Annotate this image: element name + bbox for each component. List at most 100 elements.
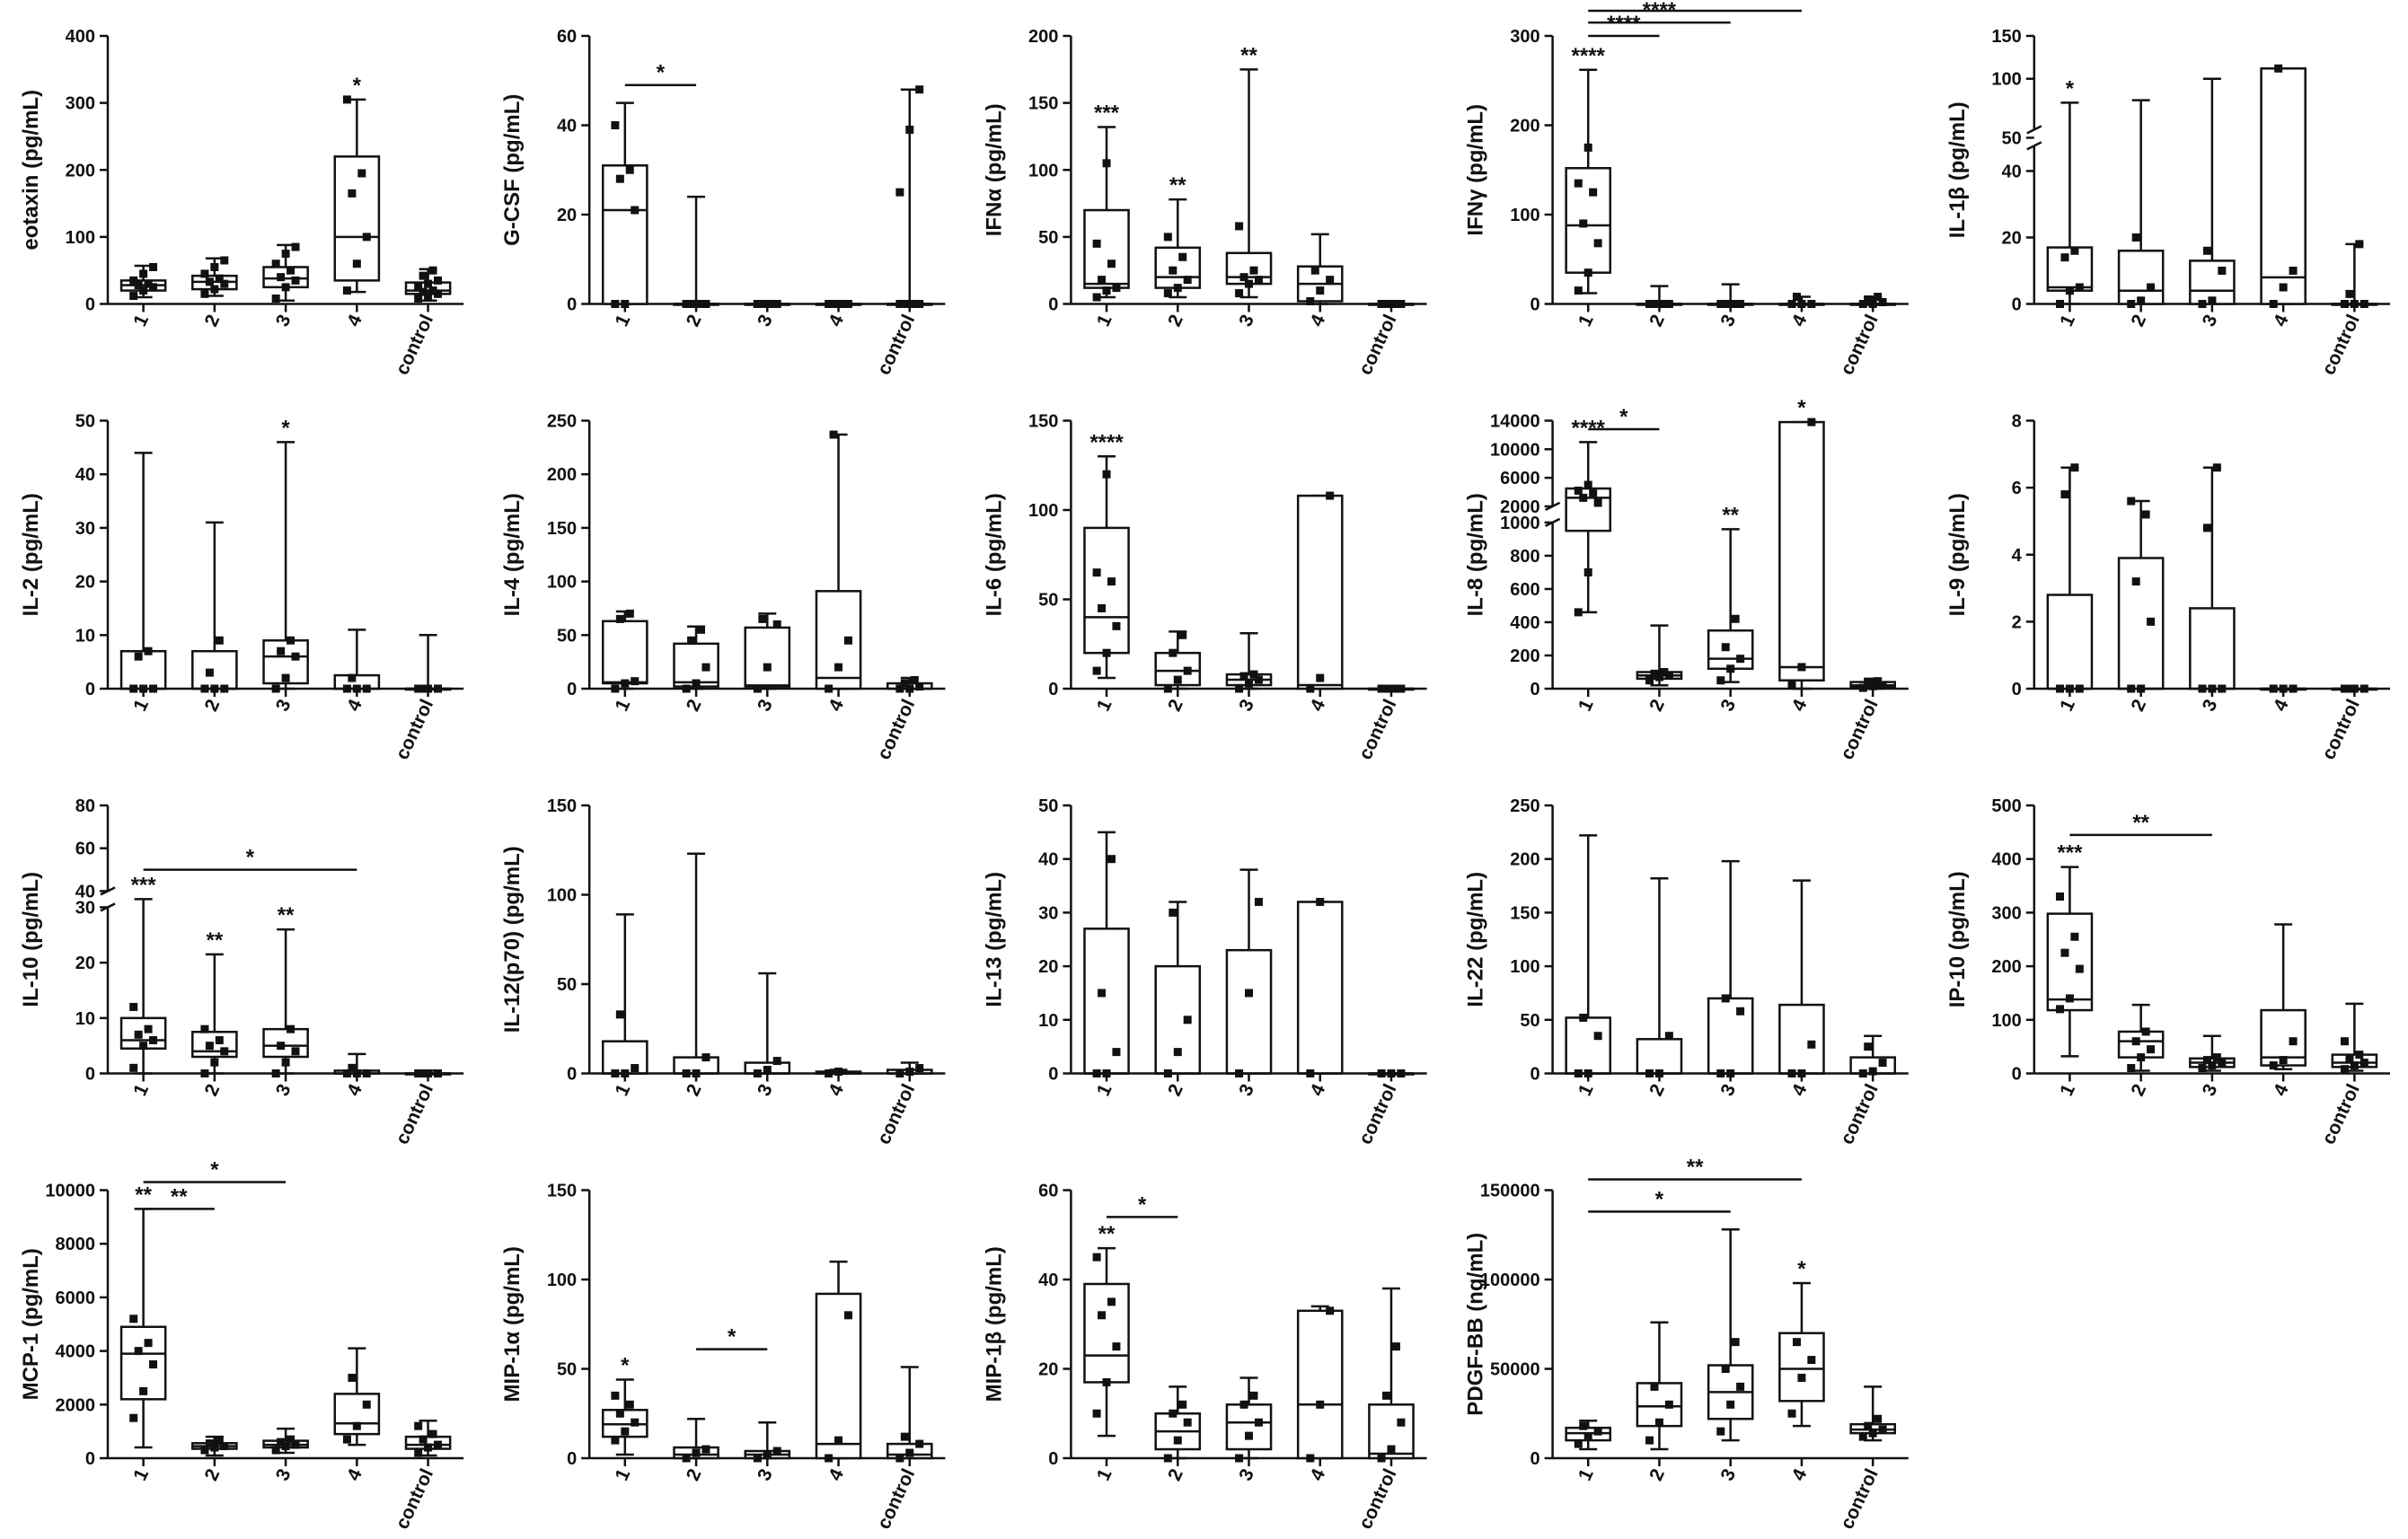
chart-panel: 0 50 100 150 200 250 IL-4 (pg/mL) 1 2 3 4 control: [500, 412, 946, 763]
data-point: [129, 1413, 138, 1422]
x-tick-label: 3: [754, 1465, 777, 1483]
x-tick-label: 3: [1235, 312, 1258, 330]
x-tick-label: 4: [1306, 696, 1329, 715]
data-point: [2127, 684, 2136, 693]
x-tick-label: 4: [343, 312, 366, 330]
data-point: [768, 300, 777, 308]
box-group: [1368, 684, 1415, 693]
data-point: [1387, 1445, 1396, 1454]
data-point: [1391, 1342, 1400, 1351]
x-tick-label: control: [1355, 696, 1401, 762]
data-point: [682, 1454, 691, 1463]
box-group: [602, 1378, 648, 1456]
data-point: [433, 684, 442, 693]
x-tick-label: control: [1355, 1465, 1401, 1532]
data-point: [2340, 1037, 2349, 1046]
bracket-label: *: [1619, 405, 1628, 429]
data-point: [621, 679, 630, 688]
data-point: [424, 279, 433, 288]
data-point: [433, 276, 442, 285]
data-point: [1254, 1418, 1263, 1427]
box-group: [1565, 441, 1612, 617]
x-tick-label: 3: [1235, 1081, 1258, 1099]
box-group: [262, 928, 309, 1077]
data-point: [419, 684, 428, 693]
axes: [106, 1190, 464, 1460]
data-point: [2345, 1054, 2354, 1063]
x-tick-label: 1: [1093, 312, 1116, 330]
y-tick-label: 0: [2012, 295, 2022, 315]
data-point: [1574, 608, 1583, 617]
data-point: [701, 1445, 710, 1454]
data-point: [2279, 1056, 2288, 1065]
data-point: [2345, 684, 2354, 693]
box-group: [602, 609, 648, 693]
data-point: [2208, 1061, 2217, 1070]
data-point: [687, 300, 696, 308]
data-point: [1387, 1069, 1396, 1077]
data-point: [291, 1047, 300, 1056]
x-tick-label: 1: [1574, 1465, 1598, 1484]
data-point: [615, 614, 624, 623]
chart-panel: 0 20 40 60 G-CSF (pg/mL) 1 2 3 4 control *: [500, 27, 946, 378]
box-group: [191, 953, 238, 1077]
data-point: [1807, 1356, 1816, 1365]
box-group: [2331, 240, 2378, 308]
data-point: [1716, 676, 1725, 685]
y-tick-label: 400: [1510, 613, 1539, 633]
box-group: [1154, 198, 1202, 299]
data-point: [1787, 1409, 1796, 1418]
box-group: [1849, 293, 1896, 308]
y-tick-label: 600: [1510, 580, 1539, 600]
x-tick-label: 1: [612, 1081, 635, 1100]
data-point: [1797, 1373, 1806, 1382]
data-point: [428, 1429, 437, 1438]
x-tick-label: 2: [1164, 1465, 1187, 1483]
data-point: [2269, 1061, 2278, 1070]
data-point: [2208, 684, 2217, 693]
y-tick-label: 100: [547, 886, 577, 906]
y-tick-label: 4: [2012, 546, 2023, 566]
data-point: [1878, 1059, 1887, 1068]
x-tick-label: 3: [1716, 696, 1740, 714]
x-tick-label: 2: [201, 312, 225, 330]
y-tick-label: 200: [1991, 957, 2021, 977]
box-group: [1849, 677, 1896, 692]
box-group: [1636, 1321, 1683, 1451]
data-point: [1107, 577, 1116, 586]
x-tick-label: 3: [1235, 696, 1258, 714]
box-group: [673, 625, 719, 693]
data-point: [1310, 266, 1319, 275]
data-point: [1736, 300, 1745, 308]
data-point: [2359, 300, 2368, 308]
data-point: [2350, 684, 2359, 693]
y-tick-label: 100: [1991, 1011, 2021, 1031]
data-point: [829, 300, 838, 308]
x-tick-label: control: [2318, 696, 2364, 762]
significance-star: *: [1797, 396, 1806, 420]
x-tick-label: 2: [2127, 1081, 2150, 1099]
data-point: [287, 1435, 295, 1444]
data-point: [915, 85, 924, 94]
data-point: [419, 287, 428, 296]
data-point: [277, 273, 286, 282]
data-point: [2060, 490, 2069, 499]
data-point: [2212, 1053, 2221, 1062]
data-point: [1589, 489, 1598, 498]
data-point: [1377, 1069, 1386, 1077]
y-tick-label: 20: [75, 573, 95, 593]
data-point: [2212, 463, 2221, 472]
data-point: [348, 1063, 357, 1072]
data-point: [144, 279, 153, 288]
data-point: [915, 682, 924, 691]
data-point: [1092, 1253, 1101, 1262]
x-tick-label: 4: [2270, 312, 2293, 330]
x-tick-label: 2: [683, 696, 706, 714]
data-point: [2289, 1037, 2298, 1046]
data-point: [220, 1047, 229, 1056]
data-point: [287, 266, 295, 275]
data-point: [1868, 300, 1877, 308]
x-tick-label: 4: [2270, 1081, 2293, 1100]
data-point: [1589, 188, 1598, 197]
x-tick-label: 4: [1788, 1465, 1812, 1484]
